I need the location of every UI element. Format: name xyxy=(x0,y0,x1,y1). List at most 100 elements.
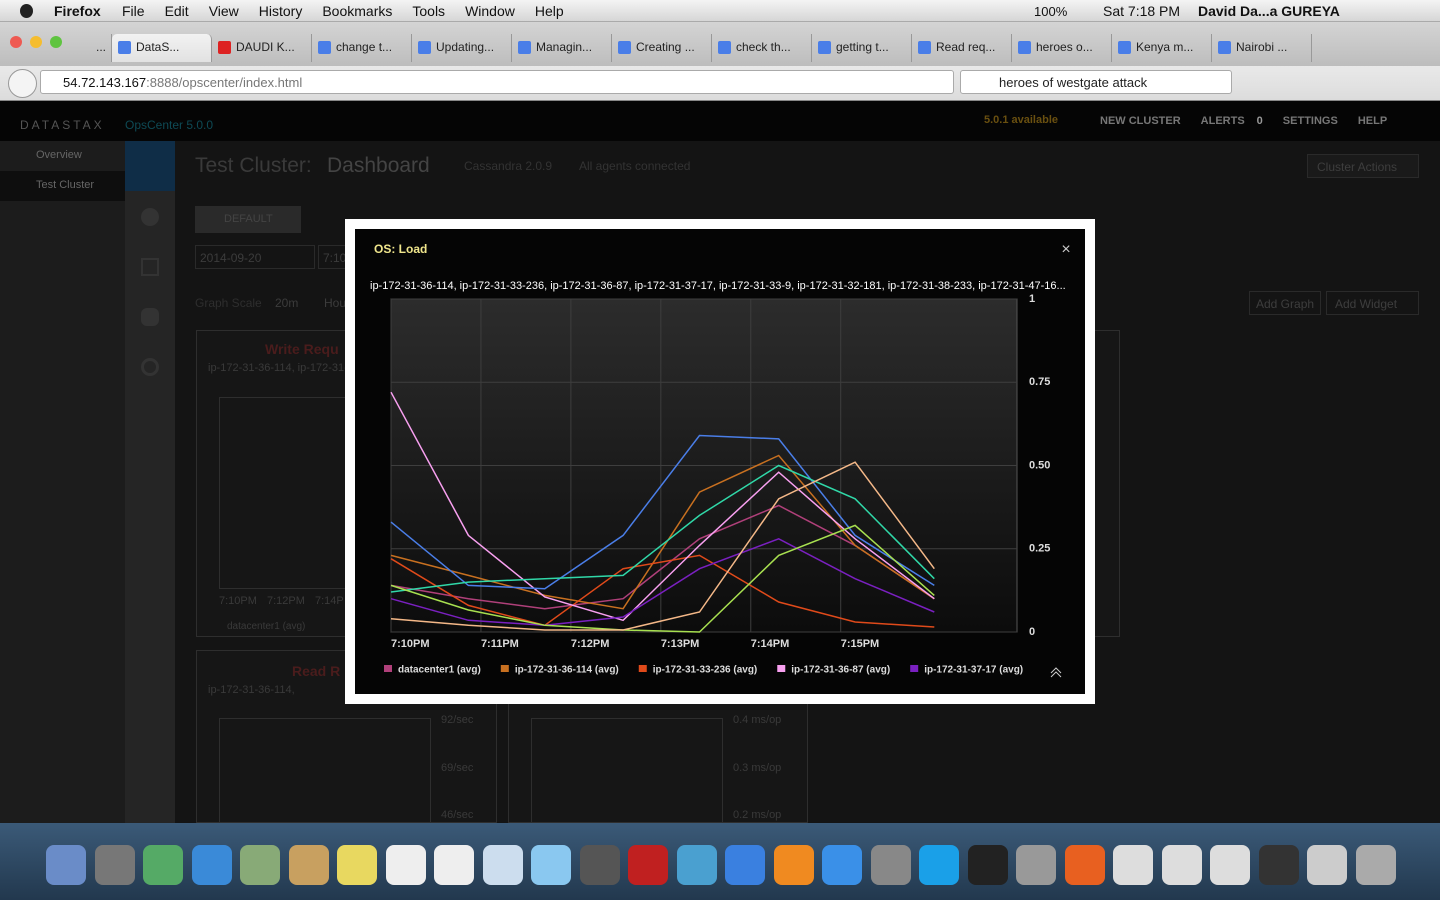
nav-item[interactable]: NEW CLUSTER xyxy=(1100,115,1181,127)
dock-icon[interactable] xyxy=(531,845,571,885)
app-name[interactable]: Firefox xyxy=(54,3,101,19)
nodes-icon[interactable] xyxy=(141,208,159,226)
sidebar-item[interactable]: Overview xyxy=(0,141,125,171)
time-select[interactable]: 7:10 xyxy=(318,245,348,269)
dock-icon[interactable] xyxy=(1355,845,1396,885)
dock-icon[interactable] xyxy=(1064,845,1105,885)
widget-plot xyxy=(219,397,349,589)
search-field[interactable]: heroes of westgate attack xyxy=(960,70,1232,94)
series-line xyxy=(390,524,935,633)
tab[interactable]: Updating... xyxy=(412,34,512,62)
tab-label: Nairobi ... xyxy=(1236,40,1288,54)
dock-icon[interactable] xyxy=(434,845,474,885)
close-button[interactable]: × xyxy=(1061,241,1070,258)
dock-icon[interactable] xyxy=(1113,845,1153,885)
dock-icon[interactable] xyxy=(337,845,377,885)
dock-icon[interactable] xyxy=(676,845,717,885)
clock[interactable]: Sat 7:18 PM xyxy=(1103,3,1181,19)
search-text: heroes of westgate attack xyxy=(999,75,1148,90)
settings-icon[interactable] xyxy=(141,358,159,376)
legend-label: ip-172-31-33-236 (avg) xyxy=(653,665,758,676)
dock-icon[interactable] xyxy=(1210,845,1250,885)
menu-item[interactable]: Edit xyxy=(164,3,189,19)
add-graph[interactable]: Add Graph xyxy=(1249,291,1321,315)
tab[interactable]: ... xyxy=(90,34,112,62)
sidebar-label: Test Cluster xyxy=(36,179,95,191)
dock-icon[interactable] xyxy=(385,845,426,885)
dock-icon[interactable] xyxy=(579,845,620,885)
logo[interactable]: DATASTAX xyxy=(20,118,105,132)
y-tick-label: 46/sec xyxy=(441,809,474,821)
favicon xyxy=(818,41,831,54)
dock-icon[interactable] xyxy=(628,845,668,885)
x-tick-label: 7:15PM xyxy=(841,638,880,650)
dock-icon[interactable] xyxy=(967,845,1008,885)
graph-icon[interactable] xyxy=(141,258,159,276)
tab[interactable]: Creating ... xyxy=(612,34,712,62)
dock-icon[interactable] xyxy=(240,845,280,885)
url-field[interactable]: 54.72.143.167:8888/opscenter/index.html xyxy=(40,70,954,94)
user-name[interactable]: David Da...a GUREYA xyxy=(1198,3,1340,19)
date-select[interactable]: 2014-09-20 xyxy=(195,245,315,269)
dock-icon[interactable] xyxy=(191,845,232,885)
scale-option[interactable]: 20m xyxy=(275,296,299,310)
dock-icon[interactable] xyxy=(94,845,135,885)
nav-item[interactable]: ALERTS xyxy=(1200,115,1245,127)
button-label: Add Widget xyxy=(1335,297,1398,311)
dock-icon[interactable] xyxy=(919,845,959,885)
data-icon[interactable] xyxy=(141,308,159,326)
widget-title: Write Requ xyxy=(265,341,339,357)
minimize-window[interactable] xyxy=(30,36,42,48)
menu-item[interactable]: Window xyxy=(465,3,515,19)
dock-icon[interactable] xyxy=(1161,845,1202,885)
nav-item[interactable]: HELP xyxy=(1357,115,1388,127)
tab[interactable]: getting t... xyxy=(812,34,912,62)
agents-status: All agents connected xyxy=(579,159,691,173)
dock-icon[interactable] xyxy=(725,845,765,885)
dashboard-tab[interactable]: DEFAULT xyxy=(195,206,301,233)
tab-label: getting t... xyxy=(836,40,889,54)
update-notice[interactable]: 5.0.1 available xyxy=(984,114,1058,126)
tab[interactable]: Managin... xyxy=(512,34,612,62)
dock-icon[interactable] xyxy=(46,845,86,885)
menu-item[interactable]: Bookmarks xyxy=(322,3,393,19)
dock-icon[interactable] xyxy=(143,845,183,885)
tab[interactable]: heroes o... xyxy=(1012,34,1112,62)
tab[interactable]: Kenya m... xyxy=(1112,34,1212,62)
tab[interactable]: check th... xyxy=(712,34,812,62)
tab[interactable]: DataS... xyxy=(112,34,212,62)
nav-item[interactable]: 0 xyxy=(1256,115,1263,127)
dock-icon[interactable] xyxy=(1016,845,1056,885)
home-icon[interactable] xyxy=(125,141,175,191)
close-window[interactable] xyxy=(10,36,22,48)
menu-item[interactable]: Tools xyxy=(412,3,446,19)
menu-item[interactable]: Help xyxy=(534,3,564,19)
legend-swatch xyxy=(384,665,392,672)
menu-item[interactable]: File xyxy=(122,3,145,19)
add-widget[interactable]: Add Widget xyxy=(1326,291,1419,315)
menu-item[interactable]: History xyxy=(258,3,303,19)
tab[interactable]: Read req... xyxy=(912,34,1012,62)
menu-item[interactable]: View xyxy=(208,3,239,19)
collapse-legend[interactable] xyxy=(1050,667,1062,678)
apple-icon[interactable] xyxy=(20,4,33,18)
cluster-actions[interactable]: Cluster Actions xyxy=(1307,154,1419,178)
back-button[interactable] xyxy=(8,69,37,98)
tab[interactable]: Nairobi ... xyxy=(1212,34,1312,62)
y-tick-label: 0 xyxy=(1029,626,1035,638)
dock-icon[interactable] xyxy=(1258,845,1299,885)
url-host: 54.72.143.167 xyxy=(63,75,147,90)
dock-icon[interactable] xyxy=(822,845,862,885)
sidebar-item[interactable]: Test Cluster xyxy=(0,171,125,201)
scale-option[interactable]: Hou xyxy=(324,296,347,310)
nav-item[interactable]: SETTINGS xyxy=(1282,115,1338,127)
dock-icon[interactable] xyxy=(773,845,814,885)
dock-icon[interactable] xyxy=(870,845,911,885)
dock-icon[interactable] xyxy=(1307,845,1347,885)
dock-icon[interactable] xyxy=(288,845,329,885)
dock-icon[interactable] xyxy=(482,845,523,885)
battery[interactable]: 100% xyxy=(1034,4,1068,19)
tab[interactable]: change t... xyxy=(312,34,412,62)
zoom-window[interactable] xyxy=(50,36,62,48)
tab[interactable]: DAUDI K... xyxy=(212,34,312,62)
